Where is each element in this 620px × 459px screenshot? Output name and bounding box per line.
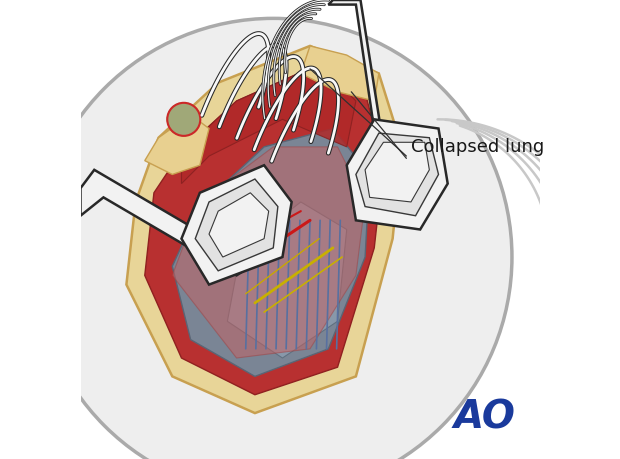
Polygon shape [329, 0, 415, 202]
Polygon shape [195, 179, 278, 271]
Polygon shape [182, 165, 291, 285]
Polygon shape [347, 119, 448, 230]
Polygon shape [81, 170, 264, 275]
Polygon shape [172, 129, 370, 376]
Polygon shape [182, 64, 356, 184]
Polygon shape [228, 202, 347, 358]
Text: Collapsed lung: Collapsed lung [411, 138, 544, 156]
Polygon shape [209, 193, 268, 257]
Polygon shape [356, 133, 438, 216]
Polygon shape [144, 64, 383, 395]
Polygon shape [126, 46, 402, 413]
Polygon shape [365, 142, 429, 202]
Polygon shape [144, 115, 209, 174]
Polygon shape [301, 46, 379, 101]
Circle shape [35, 18, 512, 459]
Text: AO: AO [453, 399, 515, 437]
Circle shape [167, 103, 200, 136]
Polygon shape [172, 147, 365, 358]
